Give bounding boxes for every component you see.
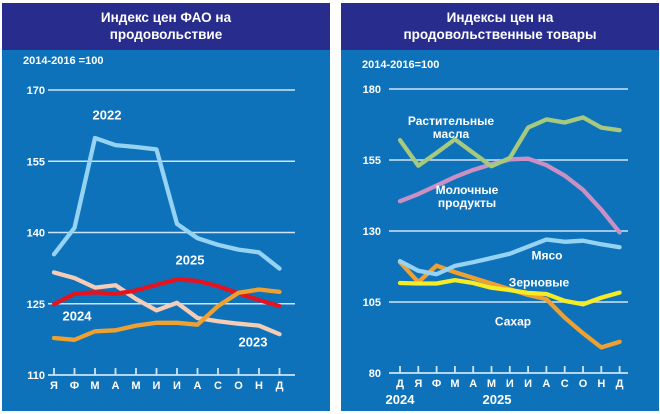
x-axis-month-label: Н xyxy=(597,378,605,390)
x-axis-month-label: Я xyxy=(50,380,58,392)
chart-title: Индексы цен на продовольственные товары xyxy=(341,3,659,50)
index-base-note: 2014-2016 =100 xyxy=(23,55,104,67)
x-axis-month-label: О xyxy=(234,380,243,392)
commodity-price-indices-chart-panel: Индексы цен на продовольственные товары … xyxy=(341,3,659,411)
series-line-2024 xyxy=(51,287,282,342)
x-axis-month-label: Ф xyxy=(70,380,79,392)
y-axis-tick-label: 105 xyxy=(363,297,381,309)
series-label-мясо: Мясо xyxy=(531,248,563,263)
y-axis-tick-label: 170 xyxy=(27,85,45,97)
x-axis-year-label: 2025 xyxy=(483,392,512,407)
y-axis-tick-label: 110 xyxy=(27,370,45,382)
x-axis-month-label: И xyxy=(173,380,181,392)
series-label-2024: 2024 xyxy=(62,308,92,324)
x-axis-month-label: Н xyxy=(255,380,263,392)
y-axis-tick-label: 155 xyxy=(27,156,45,168)
x-axis-month-label: М xyxy=(450,378,459,390)
x-axis-month-label: С xyxy=(561,378,569,390)
chart-title-line1: Индекс цен ФАО на xyxy=(100,10,232,25)
x-axis-month-label: А xyxy=(194,380,202,392)
x-axis-month-label: А xyxy=(469,378,477,390)
series-line-молочные-продукты xyxy=(397,156,622,235)
x-axis-month-label: Д xyxy=(396,378,404,390)
index-base-note: 2014-2016=100 xyxy=(362,59,440,71)
fao-food-price-index-chart-panel: Индекс цен ФАО на продовольствие 2014-20… xyxy=(2,3,330,411)
series-line-2022 xyxy=(51,135,282,271)
series-line-2023 xyxy=(51,270,282,337)
series-label-молочные-продукты: Молочные продукты xyxy=(435,183,499,210)
series-line-зерновые xyxy=(397,277,622,307)
x-axis-month-label: И xyxy=(506,378,514,390)
x-axis-month-label: С xyxy=(214,380,222,392)
x-axis-month-label: Д xyxy=(616,378,624,390)
x-axis-month-label: Д xyxy=(276,380,284,392)
chart-title-line2: продовольствие xyxy=(109,27,223,42)
series-label-2025: 2025 xyxy=(175,252,205,268)
x-axis-month-label: М xyxy=(90,380,99,392)
x-axis-month-label: И xyxy=(153,380,161,392)
x-axis-month-label: Ф xyxy=(432,378,441,390)
x-axis-month-label: М xyxy=(487,378,496,390)
x-axis-month-label: О xyxy=(579,378,588,390)
x-axis-month-label: А xyxy=(112,380,120,392)
x-axis-month-label: Я xyxy=(414,378,422,390)
series-label-2022: 2022 xyxy=(92,107,122,123)
x-axis-month-label: М xyxy=(131,380,140,392)
y-axis-tick-label: 125 xyxy=(27,299,45,311)
series-line-растительные-масла xyxy=(397,115,622,169)
y-axis-tick-label: 180 xyxy=(363,84,381,96)
series-label-зерновые: Зерновые xyxy=(508,275,570,290)
series-label-сахар: Сахар xyxy=(494,314,532,329)
y-axis-tick-label: 155 xyxy=(363,155,381,167)
x-axis-month-label: А xyxy=(542,378,550,390)
y-axis-tick-label: 130 xyxy=(363,226,381,238)
chart-title-line1: Индексы цен на xyxy=(446,10,554,25)
chart-title-line2: продовольственные товары xyxy=(403,27,597,42)
x-axis-year-label: 2024 xyxy=(386,392,416,407)
x-axis-month-label: И xyxy=(524,378,532,390)
y-axis-tick-label: 140 xyxy=(27,228,45,240)
chart-title: Индекс цен ФАО на продовольствие xyxy=(2,3,330,50)
y-axis-tick-label: 80 xyxy=(369,368,381,380)
series-label-растительные-масла: Растительные масла xyxy=(407,114,495,141)
series-label-2023: 2023 xyxy=(238,334,268,350)
series-line-мясо xyxy=(397,237,622,277)
